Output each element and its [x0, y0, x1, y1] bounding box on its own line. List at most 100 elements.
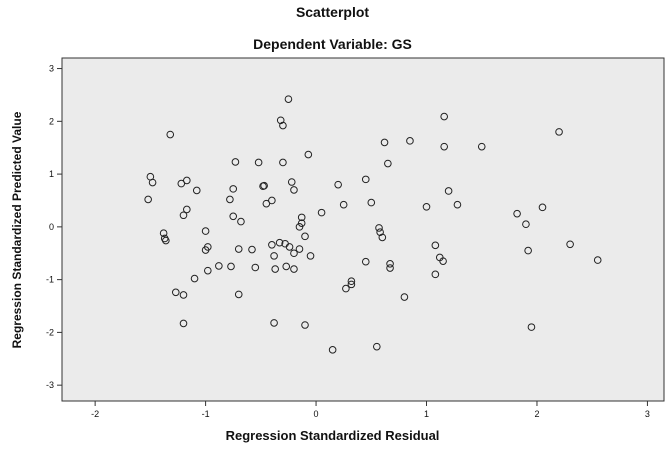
scatter-point	[248, 245, 256, 254]
scatter-point	[144, 195, 152, 204]
x-tick-label: 1	[424, 409, 429, 419]
x-tick-label: 2	[534, 409, 539, 419]
scatter-point	[183, 176, 191, 185]
scatter-point	[162, 236, 170, 245]
y-tick-label: -3	[46, 380, 54, 390]
scatter-point	[317, 208, 326, 217]
scatter-point	[384, 159, 392, 168]
scatter-point	[271, 265, 279, 273]
y-tick-label: -2	[46, 327, 54, 337]
chart-subtitle: Dependent Variable: GS	[253, 36, 412, 52]
scatter-point	[400, 293, 409, 301]
scatter-point	[215, 262, 223, 270]
y-tick-label: 1	[49, 169, 54, 179]
scatter-point	[192, 186, 201, 195]
scatter-point	[179, 291, 188, 299]
y-tick-label: -1	[46, 275, 54, 285]
scatter-point	[287, 178, 296, 186]
scatter-point	[285, 243, 294, 251]
scatter-point	[376, 228, 384, 236]
scatter-point	[524, 246, 532, 255]
scatter-point	[440, 142, 448, 151]
scatter-point	[229, 185, 238, 193]
plot-area	[61, 57, 665, 402]
scatter-point	[295, 245, 304, 253]
scatter-point	[282, 262, 291, 271]
scatter-point	[290, 265, 298, 273]
scatter-point	[260, 181, 268, 190]
y-tick-label: 0	[49, 222, 54, 232]
scatter-point	[386, 260, 394, 268]
scatter-point	[347, 277, 356, 286]
scatter-point	[431, 270, 440, 279]
scatter-point	[254, 158, 263, 167]
scatter-point	[380, 138, 389, 147]
scatter-point	[231, 158, 240, 166]
x-tick-label: 0	[314, 409, 319, 419]
scatter-point	[431, 241, 440, 250]
scatter-point	[227, 262, 235, 271]
scatter-point	[304, 150, 313, 159]
scatter-point	[522, 220, 530, 229]
scatter-point	[190, 274, 199, 283]
scatter-point	[306, 252, 315, 260]
scatter-point	[284, 95, 293, 103]
scatter-point	[268, 241, 276, 249]
scatter-point	[513, 209, 521, 218]
scatter-point	[275, 238, 284, 247]
scatter-point	[251, 263, 260, 272]
x-tick-label: -1	[202, 409, 210, 419]
chart-title: Scatterplot	[295, 4, 370, 20]
scatter-point	[179, 319, 188, 328]
y-tick-label: 2	[49, 116, 54, 126]
scatter-point	[177, 179, 186, 188]
scatter-point	[301, 232, 309, 241]
scatter-point	[477, 142, 486, 151]
scatter-point	[226, 195, 234, 204]
scatter-point	[440, 112, 448, 121]
scatter-point	[439, 257, 447, 265]
scatter-point	[229, 212, 238, 221]
scatter-point	[386, 264, 394, 272]
scatter-point	[297, 219, 306, 227]
scatter-point	[183, 205, 191, 214]
y-tick-label: 3	[49, 64, 54, 74]
x-tick-label: 3	[645, 409, 650, 419]
scatter-point	[453, 200, 462, 209]
scatter-point	[279, 158, 287, 167]
scatter-point	[422, 203, 431, 211]
scatter-point	[367, 198, 376, 207]
scatter-point	[593, 256, 602, 264]
scatter-point	[342, 284, 350, 293]
x-tick-label: -2	[91, 409, 99, 419]
scatter-point	[527, 323, 536, 331]
scatter-point	[444, 187, 453, 195]
scatter-point	[373, 342, 381, 351]
scatter-point	[361, 257, 370, 266]
scatter-point	[279, 121, 287, 130]
x-axis-label: Regression Standardized Residual	[225, 428, 440, 443]
scatter-point	[328, 346, 337, 354]
scatter-point	[301, 321, 309, 329]
scatter-point	[179, 211, 188, 220]
scatter-point	[276, 116, 285, 125]
scatter-point	[234, 290, 243, 299]
scatter-point	[290, 186, 298, 194]
scatter-point	[538, 203, 547, 212]
scatter-point	[201, 227, 210, 235]
scatter-point	[166, 130, 175, 139]
scatter-point	[406, 137, 414, 145]
scatter-point	[339, 200, 348, 209]
y-axis-label: Regression Standardized Predicted Value	[10, 111, 24, 349]
scatter-point	[361, 175, 370, 184]
scatter-point	[347, 280, 356, 289]
scatter-point	[270, 319, 278, 327]
scatter-point	[566, 240, 574, 249]
scatter-point	[375, 224, 383, 232]
scatter-point	[262, 199, 271, 208]
scatter-point	[297, 213, 306, 222]
scatter-point	[159, 229, 168, 237]
scatter-point	[290, 249, 298, 258]
